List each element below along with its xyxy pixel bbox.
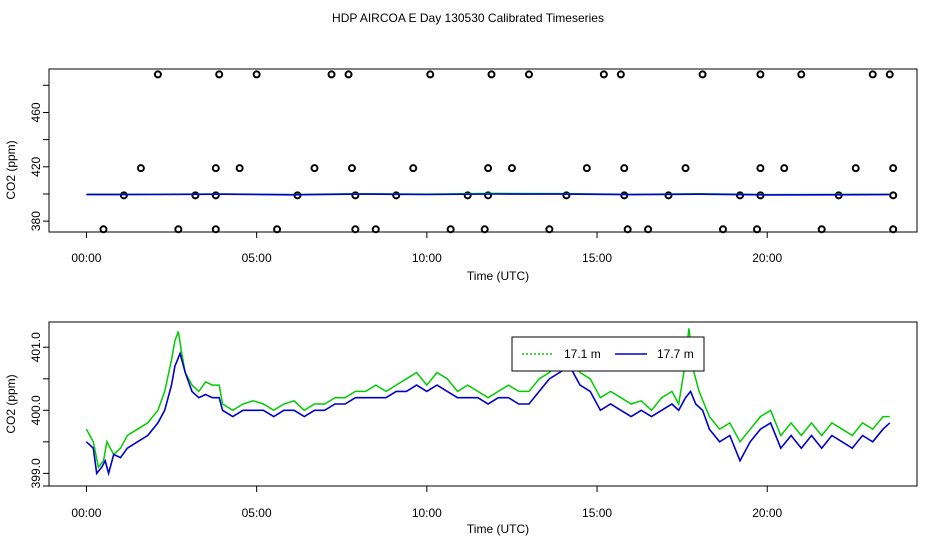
data-point [780, 164, 789, 173]
x-tick-label: 15:00 [582, 251, 612, 265]
data-point [426, 70, 435, 79]
data-point [507, 164, 516, 173]
series-line [86, 193, 890, 196]
data-point [889, 164, 898, 173]
data-point [868, 70, 877, 79]
data-point [327, 70, 336, 79]
x-tick-label: 10:00 [412, 506, 442, 520]
data-point [616, 70, 625, 79]
top-panel: 00:00 05:00 10:00 15:00 20:00 380 420 460 Time (… [4, 68, 918, 283]
data-point [215, 70, 224, 79]
data-point [351, 225, 360, 234]
data-point [153, 70, 162, 79]
y-tick-label: 460 [29, 102, 43, 122]
x-tick-label: 20:00 [752, 506, 782, 520]
data-point [718, 225, 727, 234]
data-point [235, 164, 244, 173]
data-point [484, 164, 493, 173]
data-point [753, 225, 762, 234]
data-point [211, 164, 220, 173]
data-point [463, 191, 472, 200]
data-point [681, 164, 690, 173]
data-point [885, 70, 894, 79]
data-point [545, 225, 554, 234]
data-point [889, 191, 898, 200]
data-point [347, 164, 356, 173]
data-point [99, 225, 108, 234]
data-point [756, 164, 765, 173]
data-point [191, 191, 200, 200]
x-tick-label: 10:00 [412, 251, 442, 265]
data-point [582, 164, 591, 173]
data-point [599, 70, 608, 79]
y-tick-label: 420 [29, 156, 43, 176]
legend-label: 17.1 m [564, 347, 601, 361]
data-point [698, 70, 707, 79]
legend-label: 17.7 m [657, 347, 694, 361]
y-axis-label: CO2 (ppm) [4, 374, 18, 433]
x-tick-label: 05:00 [242, 506, 272, 520]
x-tick-label: 05:00 [242, 251, 272, 265]
y-tick-label: 401.0 [29, 332, 43, 362]
data-point [664, 191, 673, 200]
y-tick-label: 380 [29, 211, 43, 231]
data-point [174, 225, 183, 234]
data-point [620, 164, 629, 173]
x-axis-label: Time (UTC) [467, 522, 529, 536]
data-point [524, 70, 533, 79]
data-point [487, 70, 496, 79]
data-point [562, 191, 571, 200]
plot-frame [48, 68, 918, 233]
y-axis-label: CO2 (ppm) [4, 140, 18, 199]
data-point [889, 225, 898, 234]
data-point [371, 225, 380, 234]
plot-frame [48, 321, 918, 487]
data-point [392, 191, 401, 200]
series-line [85, 328, 890, 469]
data-point [344, 70, 353, 79]
figure-title: HDP AIRCOA E Day 130530 Calibrated Times… [332, 11, 604, 25]
data-point [851, 164, 860, 173]
series-line [85, 351, 891, 477]
x-tick-label: 15:00 [582, 506, 612, 520]
data-point [351, 191, 360, 200]
y-tick-label: 399.0 [29, 458, 43, 488]
data-point [756, 70, 765, 79]
x-tick-label: 00:00 [71, 506, 101, 520]
data-point [211, 225, 220, 234]
data-point [484, 191, 493, 200]
data-point [252, 70, 261, 79]
data-point [797, 70, 806, 79]
data-point [211, 191, 220, 200]
x-tick-label: 00:00 [71, 251, 101, 265]
data-point [446, 225, 455, 234]
data-point [480, 225, 489, 234]
data-point [623, 225, 632, 234]
x-tick-label: 20:00 [752, 251, 782, 265]
x-axis-label: Time (UTC) [467, 269, 529, 283]
bottom-panel: 00:00 05:00 10:00 15:00 20:00 399.0 400.0 401.0… [4, 321, 918, 536]
data-point [409, 164, 418, 173]
data-point [136, 164, 145, 173]
data-point [644, 225, 653, 234]
data-point [310, 164, 319, 173]
data-point [273, 225, 282, 234]
data-point [817, 225, 826, 234]
y-tick-label: 400.0 [29, 395, 43, 425]
